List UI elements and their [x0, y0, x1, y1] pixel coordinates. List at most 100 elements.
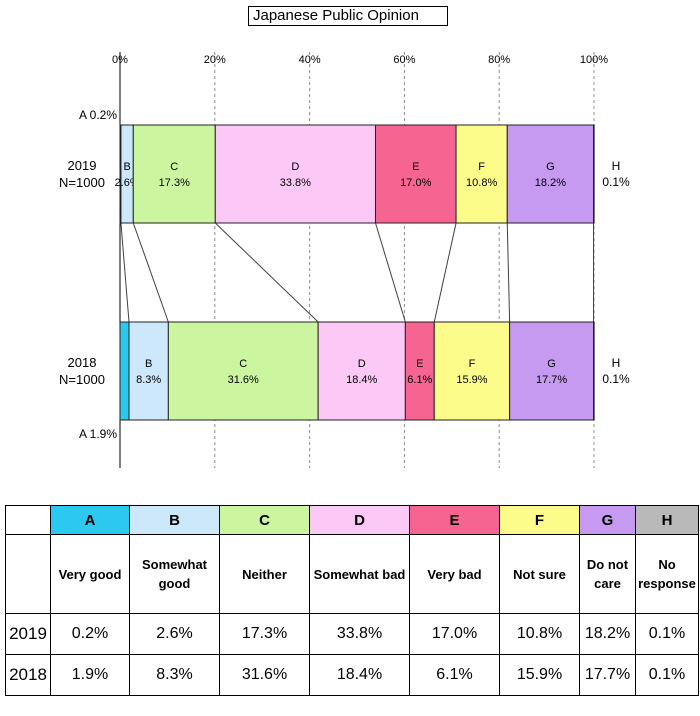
- data-label: 0.1%: [602, 372, 630, 386]
- table-cell: 2.6%: [129, 613, 220, 655]
- legend-code-d: D: [309, 505, 410, 535]
- legend-desc-d: Somewhat bad: [309, 534, 410, 614]
- data-label: F: [469, 358, 476, 370]
- data-label: E: [416, 358, 423, 370]
- data-label: C: [170, 161, 178, 173]
- table-cell: 31.6%: [219, 654, 310, 696]
- table-cell: 0.1%: [635, 654, 699, 696]
- data-label: 31.6%: [228, 374, 259, 386]
- bar-segment-h: [593, 321, 595, 421]
- table-cell: 15.9%: [499, 654, 580, 696]
- data-label: 0.1%: [602, 175, 630, 189]
- connector-line: [132, 222, 169, 323]
- connector-line: [375, 222, 406, 323]
- data-label: 6.1%: [407, 374, 432, 386]
- table-row: 2018 1.9% 8.3% 31.6% 18.4% 6.1% 15.9% 17.7% 0.1%: [5, 654, 699, 696]
- legend-desc-b: Somewhat good: [129, 534, 220, 614]
- data-label: G: [547, 358, 556, 370]
- legend-desc-e: Very bad: [409, 534, 500, 614]
- table-row: 2019 0.2% 2.6% 17.3% 33.8% 17.0% 10.8% 18.2% 0.1…: [5, 613, 699, 655]
- data-label: H: [612, 159, 621, 173]
- data-label: B: [145, 358, 152, 370]
- x-tick-label: 100%: [580, 54, 608, 66]
- data-label: A 0.2%: [79, 108, 117, 122]
- corner-cell: [5, 534, 51, 614]
- connector-line: [433, 222, 457, 323]
- table-cell: 17.3%: [219, 613, 310, 655]
- data-label: 18.4%: [346, 374, 377, 386]
- bar-segment-g: [509, 321, 595, 421]
- bar-segment-g: [506, 124, 595, 224]
- bar-segment-b: [128, 321, 169, 421]
- stacked-bar-chart: 0% 20% 40% 60% 80% 100%A 0.2%B2.6%C17.3%D33.8…: [59, 52, 630, 468]
- chart-title: Japanese Public Opinion: [248, 6, 448, 26]
- data-label: 17.0%: [400, 177, 431, 189]
- data-label: F: [478, 161, 485, 173]
- table-cell: 0.1%: [635, 613, 699, 655]
- category-label: 2018: [68, 355, 97, 370]
- data-label: B: [123, 161, 130, 173]
- legend-code-h: H: [635, 505, 699, 535]
- table-cell: 18.2%: [579, 613, 636, 655]
- table-cell: 8.3%: [129, 654, 220, 696]
- data-label: 17.7%: [536, 374, 567, 386]
- data-label: G: [546, 161, 555, 173]
- table-cell: 1.9%: [50, 654, 130, 696]
- category-label: 2019: [68, 158, 97, 173]
- legend-desc-c: Neither: [219, 534, 310, 614]
- connector-line: [214, 222, 319, 323]
- legend-code-c: C: [219, 505, 310, 535]
- table-cell: 17.7%: [579, 654, 636, 696]
- category-label: N=1000: [59, 372, 105, 387]
- data-label: H: [612, 356, 621, 370]
- x-tick-label: 20%: [204, 54, 226, 66]
- x-tick-label: 80%: [488, 54, 510, 66]
- data-label: C: [239, 358, 247, 370]
- bar-segment-e: [404, 321, 435, 421]
- category-label: N=1000: [59, 175, 105, 190]
- data-label: E: [412, 161, 419, 173]
- bar-segment-h: [593, 124, 595, 224]
- x-tick-label: 40%: [299, 54, 321, 66]
- bar-segment-d: [317, 321, 406, 421]
- corner-cell: [5, 505, 51, 535]
- bar-segment-c: [132, 124, 216, 224]
- data-label: 33.8%: [280, 177, 311, 189]
- data-label: D: [291, 161, 299, 173]
- table-cell: 0.2%: [50, 613, 130, 655]
- legend-desc-a: Very good: [50, 534, 130, 614]
- bar-segment-a: [119, 321, 130, 421]
- legend-code-b: B: [129, 505, 220, 535]
- data-label: 8.3%: [136, 374, 161, 386]
- bar-segment-b: [120, 124, 134, 224]
- bar-segment-d: [214, 124, 376, 224]
- legend-description-row: Very good Somewhat good Neither Somewhat ba…: [5, 534, 699, 614]
- legend-desc-h: No response: [635, 534, 699, 614]
- data-label: 10.8%: [466, 177, 497, 189]
- data-label: D: [358, 358, 366, 370]
- table-cell: 33.8%: [309, 613, 410, 655]
- table-cell: 6.1%: [409, 654, 500, 696]
- row-year-label: 2018: [5, 654, 51, 696]
- data-label: 18.2%: [535, 177, 566, 189]
- legend-code-e: E: [409, 505, 500, 535]
- table-cell: 17.0%: [409, 613, 500, 655]
- legend-desc-g: Do not care: [579, 534, 636, 614]
- table-cell: 10.8%: [499, 613, 580, 655]
- legend-code-g: G: [579, 505, 636, 535]
- legend-code-a: A: [50, 505, 130, 535]
- data-label: 15.9%: [456, 374, 487, 386]
- data-label: A 1.9%: [79, 427, 117, 441]
- connector-line: [120, 222, 130, 323]
- legend-desc-f: Not sure: [499, 534, 580, 614]
- row-year-label: 2019: [5, 613, 51, 655]
- bar-segment-c: [167, 321, 319, 421]
- connector-line: [506, 222, 511, 323]
- bar-segment-f: [455, 124, 508, 224]
- bar-segment-f: [433, 321, 511, 421]
- x-tick-label: 60%: [393, 54, 415, 66]
- bar-segment-e: [374, 124, 457, 224]
- legend-code-f: F: [499, 505, 580, 535]
